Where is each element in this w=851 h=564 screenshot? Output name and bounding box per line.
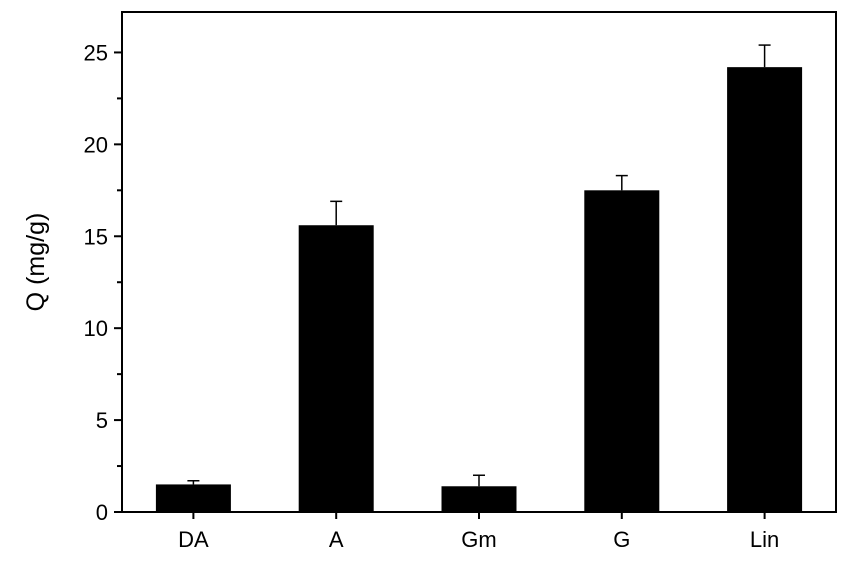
x-tick-label-da: DA [178, 527, 209, 552]
x-tick-label-g: G [613, 527, 630, 552]
y-tick-label: 0 [96, 500, 108, 525]
y-tick-label: 20 [84, 132, 108, 157]
bar-g [584, 190, 660, 512]
error-bars-layer [187, 44, 771, 487]
bar-da [155, 484, 231, 512]
y-tick-label: 10 [84, 316, 108, 341]
bar-gm [441, 486, 517, 512]
y-tick-label: 25 [84, 40, 108, 65]
x-tick-label-a: A [329, 527, 344, 552]
bar-lin [727, 67, 803, 512]
x-tick-label-lin: Lin [750, 527, 779, 552]
y-tick-label: 5 [96, 408, 108, 433]
ticks-layer: DA A Gm G Lin 0 5 10 15 20 25 [84, 40, 780, 552]
plot-frame [121, 11, 837, 513]
y-axis-title: Q (mg/g) [22, 213, 50, 312]
bars-layer [155, 67, 803, 512]
x-tick-label-gm: Gm [461, 527, 496, 552]
y-tick-label: 15 [84, 224, 108, 249]
bar-a [298, 225, 374, 512]
